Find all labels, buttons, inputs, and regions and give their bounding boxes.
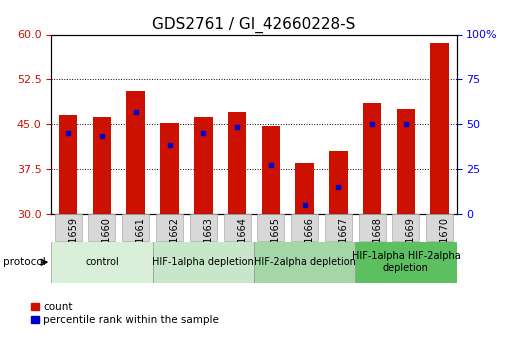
FancyBboxPatch shape	[122, 214, 149, 241]
FancyBboxPatch shape	[359, 214, 386, 241]
Text: GSM71665: GSM71665	[271, 217, 281, 270]
Bar	[194, 117, 212, 214]
Bar	[152, 241, 254, 283]
FancyBboxPatch shape	[291, 214, 318, 241]
Bar	[262, 126, 280, 214]
Text: GSM71666: GSM71666	[305, 217, 314, 269]
FancyBboxPatch shape	[392, 214, 420, 241]
Text: protocol: protocol	[4, 257, 46, 267]
FancyBboxPatch shape	[156, 214, 183, 241]
Bar	[430, 43, 449, 214]
FancyBboxPatch shape	[258, 214, 284, 241]
Bar	[126, 91, 145, 214]
FancyBboxPatch shape	[426, 214, 453, 241]
Text: GSM71670: GSM71670	[440, 217, 450, 270]
Bar	[51, 241, 152, 283]
Text: HIF-1alpha depletion: HIF-1alpha depletion	[152, 257, 254, 267]
FancyBboxPatch shape	[55, 214, 82, 241]
Bar	[329, 151, 348, 214]
Bar	[363, 103, 382, 214]
Text: GSM71668: GSM71668	[372, 217, 382, 269]
FancyBboxPatch shape	[88, 214, 115, 241]
FancyBboxPatch shape	[325, 214, 352, 241]
Text: HIF-2alpha depletion: HIF-2alpha depletion	[253, 257, 356, 267]
Text: GSM71667: GSM71667	[339, 217, 348, 270]
Bar	[254, 241, 355, 283]
Text: GSM71664: GSM71664	[237, 217, 247, 269]
Text: control: control	[85, 257, 119, 267]
Text: GSM71660: GSM71660	[102, 217, 112, 269]
Bar	[228, 112, 246, 214]
Text: HIF-1alpha HIF-2alpha
depletion: HIF-1alpha HIF-2alpha depletion	[351, 252, 460, 273]
FancyBboxPatch shape	[190, 214, 217, 241]
Title: GDS2761 / GI_42660228-S: GDS2761 / GI_42660228-S	[152, 17, 356, 33]
Bar	[93, 117, 111, 214]
Bar	[59, 115, 77, 214]
Text: GSM71669: GSM71669	[406, 217, 416, 269]
FancyBboxPatch shape	[224, 214, 250, 241]
Text: GSM71661: GSM71661	[136, 217, 146, 269]
Bar	[295, 163, 314, 214]
Text: GSM71663: GSM71663	[203, 217, 213, 269]
Bar	[355, 241, 457, 283]
Bar	[160, 123, 179, 214]
Text: GSM71662: GSM71662	[169, 217, 180, 270]
Bar	[397, 109, 415, 214]
Text: GSM71659: GSM71659	[68, 217, 78, 270]
Legend: count, percentile rank within the sample: count, percentile rank within the sample	[31, 302, 219, 325]
